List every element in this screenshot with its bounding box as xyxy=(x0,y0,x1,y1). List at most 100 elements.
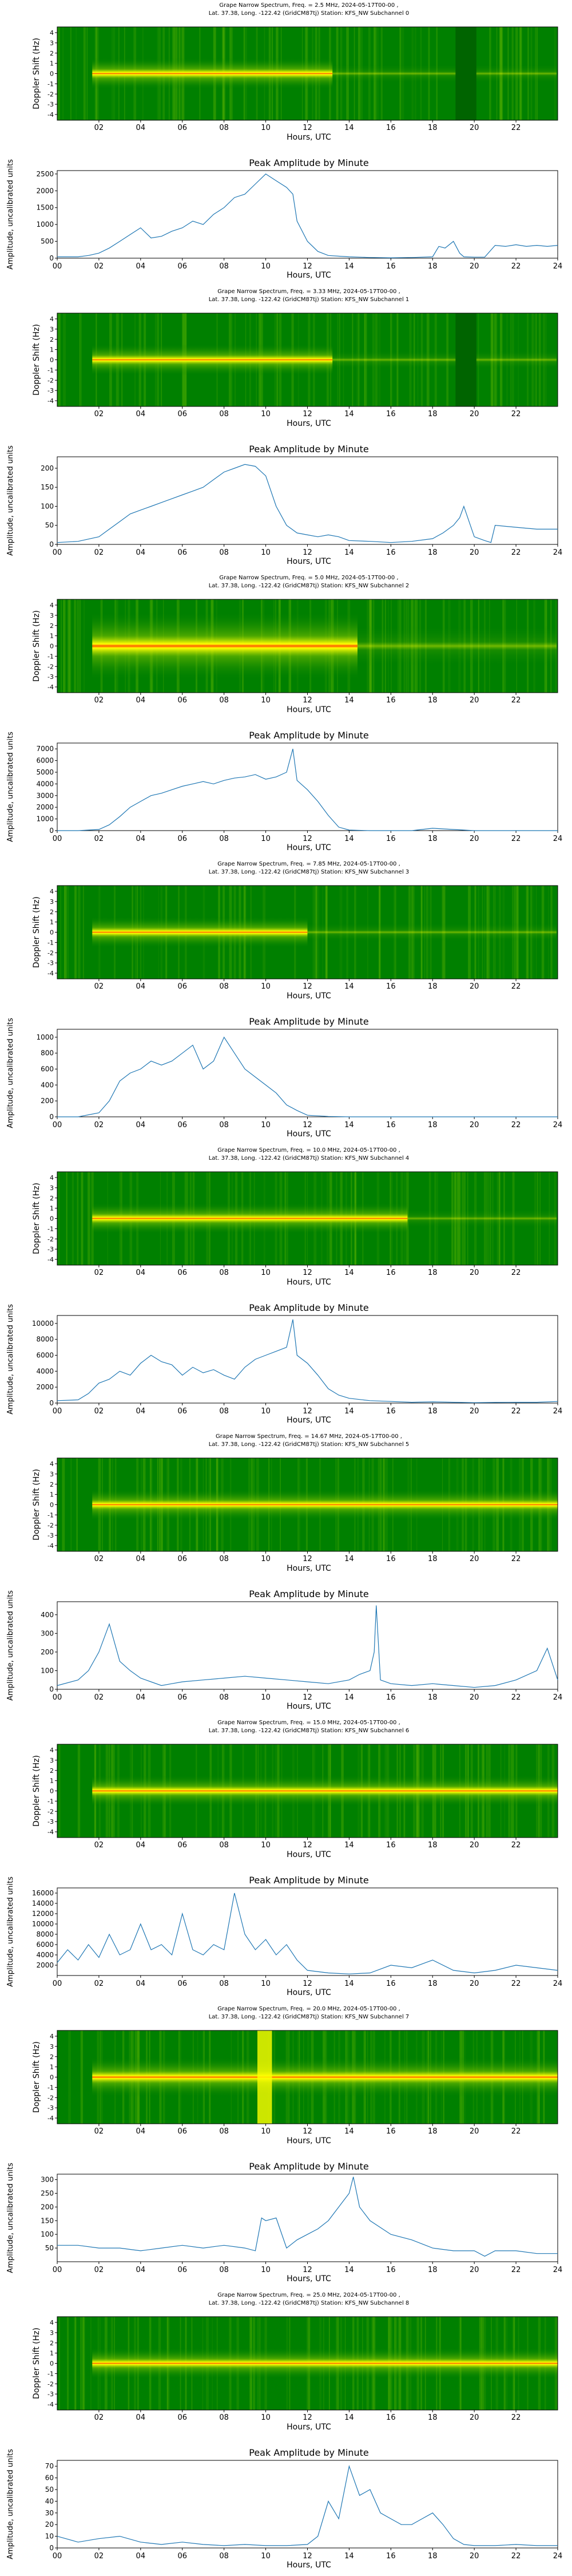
amplitude-ytick-label: 50 xyxy=(45,2486,54,2494)
spectrogram-xtick-label: 16 xyxy=(386,410,396,418)
spectrogram-ylabel: Doppler Shift (Hz) xyxy=(32,38,41,109)
spectrogram-xtick-label: 12 xyxy=(303,410,312,418)
amplitude-xtick-label: 24 xyxy=(553,262,563,271)
amplitude-ytick-label: 200 xyxy=(41,1648,54,1656)
spectrogram-xtick-label: 08 xyxy=(219,982,229,991)
amplitude-title: Peak Amplitude by Minute xyxy=(249,1875,369,1886)
amplitude-xtick-label: 02 xyxy=(94,1121,104,1129)
spectrogram-noise-streak xyxy=(76,599,80,693)
amplitude-xtick-label: 22 xyxy=(511,835,521,843)
amplitude-xtick-label: 12 xyxy=(303,548,312,557)
amplitude-ytick-label: 6000 xyxy=(36,1941,54,1949)
amplitude-xtick-label: 18 xyxy=(428,1980,438,1988)
spectrogram-panel-3: Grape Narrow Spectrum, Freq. = 7.85 MHz,… xyxy=(32,861,558,1001)
spectrogram-noise-streak xyxy=(62,599,66,693)
spectrogram-xtick-label: 20 xyxy=(470,1841,479,1850)
spectrogram-noise-streak xyxy=(57,1458,59,1551)
amplitude-ytick-label: 6000 xyxy=(36,1352,54,1360)
amplitude-frame xyxy=(57,2460,558,2549)
spectrogram-noise-streak xyxy=(74,886,77,979)
spectrogram-ytick-label: 3 xyxy=(50,2043,54,2050)
amplitude-xtick-label: 14 xyxy=(344,548,354,557)
spectrogram-xlabel: Hours, UTC xyxy=(287,2136,331,2146)
spectrogram-ytick-label: -4 xyxy=(47,397,54,405)
spectrogram-ytick-label: 4 xyxy=(50,888,54,895)
spectrogram-ytick-label: 2 xyxy=(50,1195,54,1202)
amplitude-ylabel: Amplitude, uncalibrated units xyxy=(6,1304,15,1415)
spectrogram-xlabel: Hours, UTC xyxy=(287,2423,331,2432)
spectrogram-ylabel: Doppler Shift (Hz) xyxy=(32,896,41,968)
spectrogram-ytick-label: -4 xyxy=(47,970,54,977)
spectrogram-xlabel: Hours, UTC xyxy=(287,1278,331,1287)
spectrogram-xtick-label: 06 xyxy=(177,1269,187,1277)
spectrogram-xtick-label: 02 xyxy=(94,2127,104,2136)
amplitude-ytick-label: 70 xyxy=(45,2462,54,2470)
spectrogram-xtick-label: 14 xyxy=(344,410,354,418)
amplitude-xtick-label: 00 xyxy=(53,835,62,843)
amplitude-panel-5: Peak Amplitude by Minute 0 100 200 300 400 00 0… xyxy=(6,1589,562,1711)
spectrogram-ytick-label: 0 xyxy=(50,70,54,78)
spectrogram-ytick-label: -1 xyxy=(47,939,54,946)
amplitude-xlabel: Hours, UTC xyxy=(287,1988,331,1997)
amplitude-panel-4: Peak Amplitude by Minute0200040006000800… xyxy=(6,1302,562,1425)
spectrogram-panel-4: Grape Narrow Spectrum, Freq. = 10.0 MHz,… xyxy=(32,1147,558,1287)
amplitude-xtick-label: 00 xyxy=(53,262,62,271)
amplitude-ytick-label: 40 xyxy=(45,2497,54,2505)
amplitude-xtick-label: 10 xyxy=(261,1980,271,1988)
amplitude-xtick-label: 12 xyxy=(303,262,312,271)
amplitude-title: Peak Amplitude by Minute xyxy=(249,1016,369,1027)
spectrogram-weak-band xyxy=(407,1209,557,1228)
spectrogram-ytick-label: 1 xyxy=(50,1491,54,1499)
spectrogram-ytick-label: -3 xyxy=(47,1532,54,1539)
amplitude-xtick-label: 12 xyxy=(303,1407,312,1416)
amplitude-xtick-label: 16 xyxy=(386,835,396,843)
amplitude-panel-2: Peak Amplitude by Minute0100020003000400… xyxy=(6,730,562,852)
amplitude-xtick-label: 20 xyxy=(470,2266,479,2274)
spectrogram-ylabel: Doppler Shift (Hz) xyxy=(32,324,41,396)
amplitude-frame xyxy=(57,456,558,545)
spectrogram-xtick-label: 14 xyxy=(344,124,354,132)
amplitude-ylabel: Amplitude, uncalibrated units xyxy=(6,445,15,556)
amplitude-ytick-label: 4000 xyxy=(36,1951,54,1959)
amplitude-xtick-label: 00 xyxy=(53,1407,62,1416)
spectrogram-xtick-label: 14 xyxy=(344,696,354,705)
amplitude-ytick-label: 50 xyxy=(45,2244,54,2252)
amplitude-ytick-label: 10000 xyxy=(32,1319,54,1327)
spectrogram-ytick-label: -1 xyxy=(47,2370,54,2377)
amplitude-xtick-label: 18 xyxy=(428,2266,438,2274)
spectrogram-noise-streak xyxy=(64,886,66,979)
spectrogram-xtick-label: 02 xyxy=(94,410,104,418)
amplitude-ytick-label: 12000 xyxy=(32,1910,54,1918)
amplitude-xtick-label: 02 xyxy=(94,548,104,557)
spectrogram-noise-streak xyxy=(67,2317,69,2410)
amplitude-xtick-label: 02 xyxy=(94,1407,104,1416)
spectrogram-noise-streak xyxy=(77,1744,81,1838)
amplitude-ytick-label: 0 xyxy=(49,1113,54,1121)
spectrogram-ylabel: Doppler Shift (Hz) xyxy=(32,2041,41,2113)
spectrogram-noise-streak xyxy=(58,313,61,406)
spectrogram-noise-streak xyxy=(58,27,60,120)
spectrogram-vertical-burst xyxy=(257,2030,272,2124)
spectrogram-xtick-label: 14 xyxy=(344,982,354,991)
spectrogram-signal-band xyxy=(92,2348,558,2379)
spectrogram-xtick-label: 06 xyxy=(177,982,187,991)
amplitude-xtick-label: 06 xyxy=(177,1121,187,1129)
spectrogram-xtick-label: 02 xyxy=(94,1555,104,1563)
spectrogram-xtick-label: 06 xyxy=(177,1555,187,1563)
amplitude-ytick-label: 7000 xyxy=(36,745,54,753)
spectrogram-ytick-label: 1 xyxy=(50,1777,54,1785)
spectrogram-gap xyxy=(455,313,476,406)
spectrogram-ytick-label: -2 xyxy=(47,1522,54,1529)
spectrogram-xtick-label: 12 xyxy=(303,124,312,132)
spectrogram-noise-streak xyxy=(66,1172,67,1265)
amplitude-xtick-label: 22 xyxy=(511,548,521,557)
amplitude-ylabel: Amplitude, uncalibrated units xyxy=(6,2163,15,2273)
spectrogram-xtick-label: 22 xyxy=(511,410,521,418)
spectrogram-ytick-label: 2 xyxy=(50,2053,54,2061)
amplitude-xtick-label: 12 xyxy=(303,2552,312,2561)
amplitude-xtick-label: 24 xyxy=(553,1693,563,1702)
amplitude-xtick-label: 00 xyxy=(53,1980,62,1988)
amplitude-ytick-label: 5000 xyxy=(36,768,54,776)
spectrogram-xtick-label: 06 xyxy=(177,2127,187,2136)
